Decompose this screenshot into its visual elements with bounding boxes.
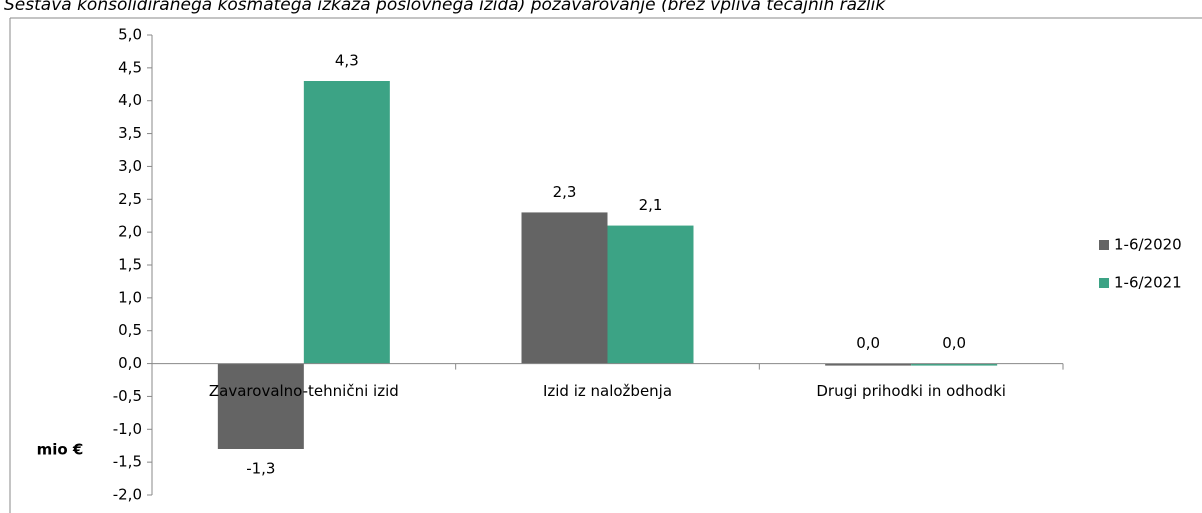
legend-label: 1-6/2020 (1114, 236, 1182, 254)
x-tick-label: Zavarovalno-tehnični izid (209, 382, 399, 400)
y-tick-label: 5,0 (118, 26, 142, 44)
data-label: 2,1 (639, 196, 663, 214)
y-tick-label: 4,5 (118, 58, 142, 76)
y-tick-label: 2,5 (118, 190, 142, 208)
legend-swatch (1099, 278, 1109, 288)
data-label: 0,0 (856, 334, 880, 352)
y-tick-label: 4,0 (118, 91, 142, 109)
y-tick-label: -1,0 (113, 420, 142, 438)
bar (521, 212, 608, 364)
x-tick-label: Drugi prihodki in odhodki (816, 382, 1006, 400)
y-tick-label: 0,0 (118, 354, 142, 372)
y-tick-label: 0,5 (118, 321, 142, 339)
data-label: -1,3 (246, 460, 275, 478)
bar (303, 81, 390, 364)
bar (607, 225, 694, 364)
chart-title: Sestava konsolidiranega kosmatega izkaza… (4, 0, 886, 15)
y-tick-label: 1,0 (118, 288, 142, 306)
bar (911, 363, 998, 366)
y-tick-label: 1,5 (118, 256, 142, 274)
bar (825, 363, 912, 366)
x-tick-label: Izid iz naložbenja (543, 382, 672, 400)
y-axis-label: mio € (37, 441, 84, 459)
y-tick-label: -2,0 (113, 486, 142, 504)
y-tick-label: 3,0 (118, 157, 142, 175)
data-label: 4,3 (335, 52, 359, 70)
y-tick-label: -0,5 (113, 387, 142, 405)
y-tick-label: 3,5 (118, 124, 142, 142)
y-tick-label: -1,5 (113, 453, 142, 471)
legend-swatch (1099, 240, 1109, 250)
y-tick-label: 2,0 (118, 223, 142, 241)
data-label: 2,3 (553, 183, 577, 201)
data-label: 0,0 (942, 334, 966, 352)
legend-label: 1-6/2021 (1114, 274, 1182, 292)
bar (217, 363, 304, 449)
